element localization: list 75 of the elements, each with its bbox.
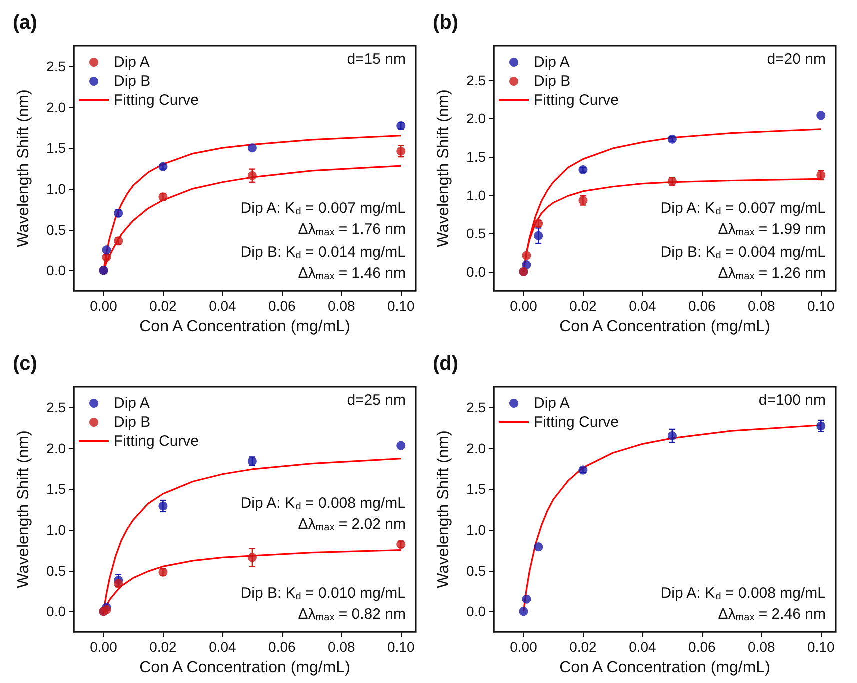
x-tick-label: 0.00 [510, 639, 538, 655]
chart-title: (d) [433, 353, 459, 375]
x-tick-label: 0.02 [570, 639, 598, 655]
x-axis-title: Con A Concentration (mg/mL) [560, 318, 770, 336]
x-tick-label: 0.00 [90, 298, 118, 314]
x-tick-label: 0.02 [570, 298, 598, 314]
x-axis-title: Con A Concentration (mg/mL) [140, 660, 350, 676]
legend-label: Fitting Curve [534, 92, 620, 109]
x-tick-label: 0.10 [808, 639, 835, 655]
x-tick-label: 0.06 [268, 298, 296, 314]
x-tick-label: 0.04 [629, 639, 657, 655]
y-tick-label: 0.5 [46, 222, 66, 238]
y-axis-title: Wavelength Shift (nm) [436, 430, 452, 588]
chart-title: (a) [13, 12, 38, 34]
chart-title: (c) [13, 353, 38, 375]
chart-title: (b) [433, 12, 459, 34]
x-tick-label: 0.06 [688, 298, 716, 314]
legend-label: Fitting Curve [534, 414, 620, 431]
x-tick-label: 0.04 [209, 298, 237, 314]
x-tick-label: 0.04 [629, 298, 657, 314]
y-tick-label: 1.0 [466, 522, 486, 538]
y-tick-label: 0.5 [466, 562, 486, 579]
annotation: d=25 nm [347, 392, 406, 409]
y-tick-label: 1.5 [46, 140, 66, 156]
legend-label: Dip B [534, 73, 571, 90]
y-tick-label: 1.0 [46, 180, 66, 197]
y-tick-label: 2.5 [466, 72, 486, 88]
y-tick-label: 2.5 [466, 399, 486, 416]
legend-label: Dip A [114, 54, 150, 71]
legend-label: Dip B [114, 73, 151, 90]
legend-label: Dip A [114, 395, 150, 412]
x-tick-label: 0.08 [328, 639, 356, 655]
y-tick-label: 2.0 [466, 110, 486, 127]
y-axis-title: Wavelength Shift (nm) [16, 90, 32, 248]
x-axis-title: Con A Concentration (mg/mL) [140, 318, 350, 336]
annotation: d=15 nm [347, 51, 406, 68]
y-axis-title: Wavelength Shift (nm) [436, 90, 452, 248]
x-tick-label: 0.06 [688, 639, 716, 655]
annotation: d=100 nm [758, 392, 826, 409]
y-axis-title: Wavelength Shift (nm) [16, 430, 32, 588]
y-tick-label: 1.0 [466, 187, 486, 204]
y-tick-label: 1.0 [46, 522, 66, 538]
y-tick-label: 0.5 [466, 226, 486, 242]
x-tick-label: 0.00 [90, 639, 118, 655]
x-tick-label: 0.08 [748, 298, 776, 314]
x-tick-label: 0.00 [510, 298, 538, 314]
x-tick-label: 0.02 [150, 298, 178, 314]
x-tick-label: 0.04 [209, 639, 237, 655]
y-tick-label: 2.5 [46, 399, 66, 416]
legend-label: Dip B [114, 414, 151, 431]
x-tick-label: 0.08 [328, 298, 356, 314]
legend-label: Dip A [534, 54, 570, 71]
y-tick-label: 2.5 [46, 58, 66, 74]
y-tick-label: 0.0 [46, 604, 66, 620]
legend-label: Dip A [534, 395, 570, 412]
y-tick-label: 2.0 [466, 440, 486, 456]
x-tick-label: 0.08 [748, 639, 776, 655]
x-axis-title: Con A Concentration (mg/mL) [560, 660, 770, 676]
y-tick-label: 0.0 [46, 262, 66, 279]
x-tick-label: 0.10 [388, 298, 415, 314]
y-tick-label: 1.5 [466, 149, 486, 166]
y-tick-label: 2.0 [46, 440, 66, 456]
y-tick-label: 2.0 [46, 99, 66, 116]
legend-label: Fitting Curve [114, 92, 200, 109]
x-tick-label: 0.10 [808, 298, 835, 314]
y-tick-label: 0.5 [46, 562, 66, 579]
x-tick-label: 0.02 [150, 639, 178, 655]
y-tick-label: 0.0 [466, 604, 486, 620]
y-tick-label: 1.5 [466, 481, 486, 498]
y-tick-label: 0.0 [466, 264, 486, 280]
legend-label: Fitting Curve [114, 433, 200, 450]
x-tick-label: 0.10 [388, 639, 415, 655]
y-tick-label: 1.5 [46, 481, 66, 498]
annotation: d=20 nm [767, 51, 826, 68]
x-tick-label: 0.06 [268, 639, 296, 655]
